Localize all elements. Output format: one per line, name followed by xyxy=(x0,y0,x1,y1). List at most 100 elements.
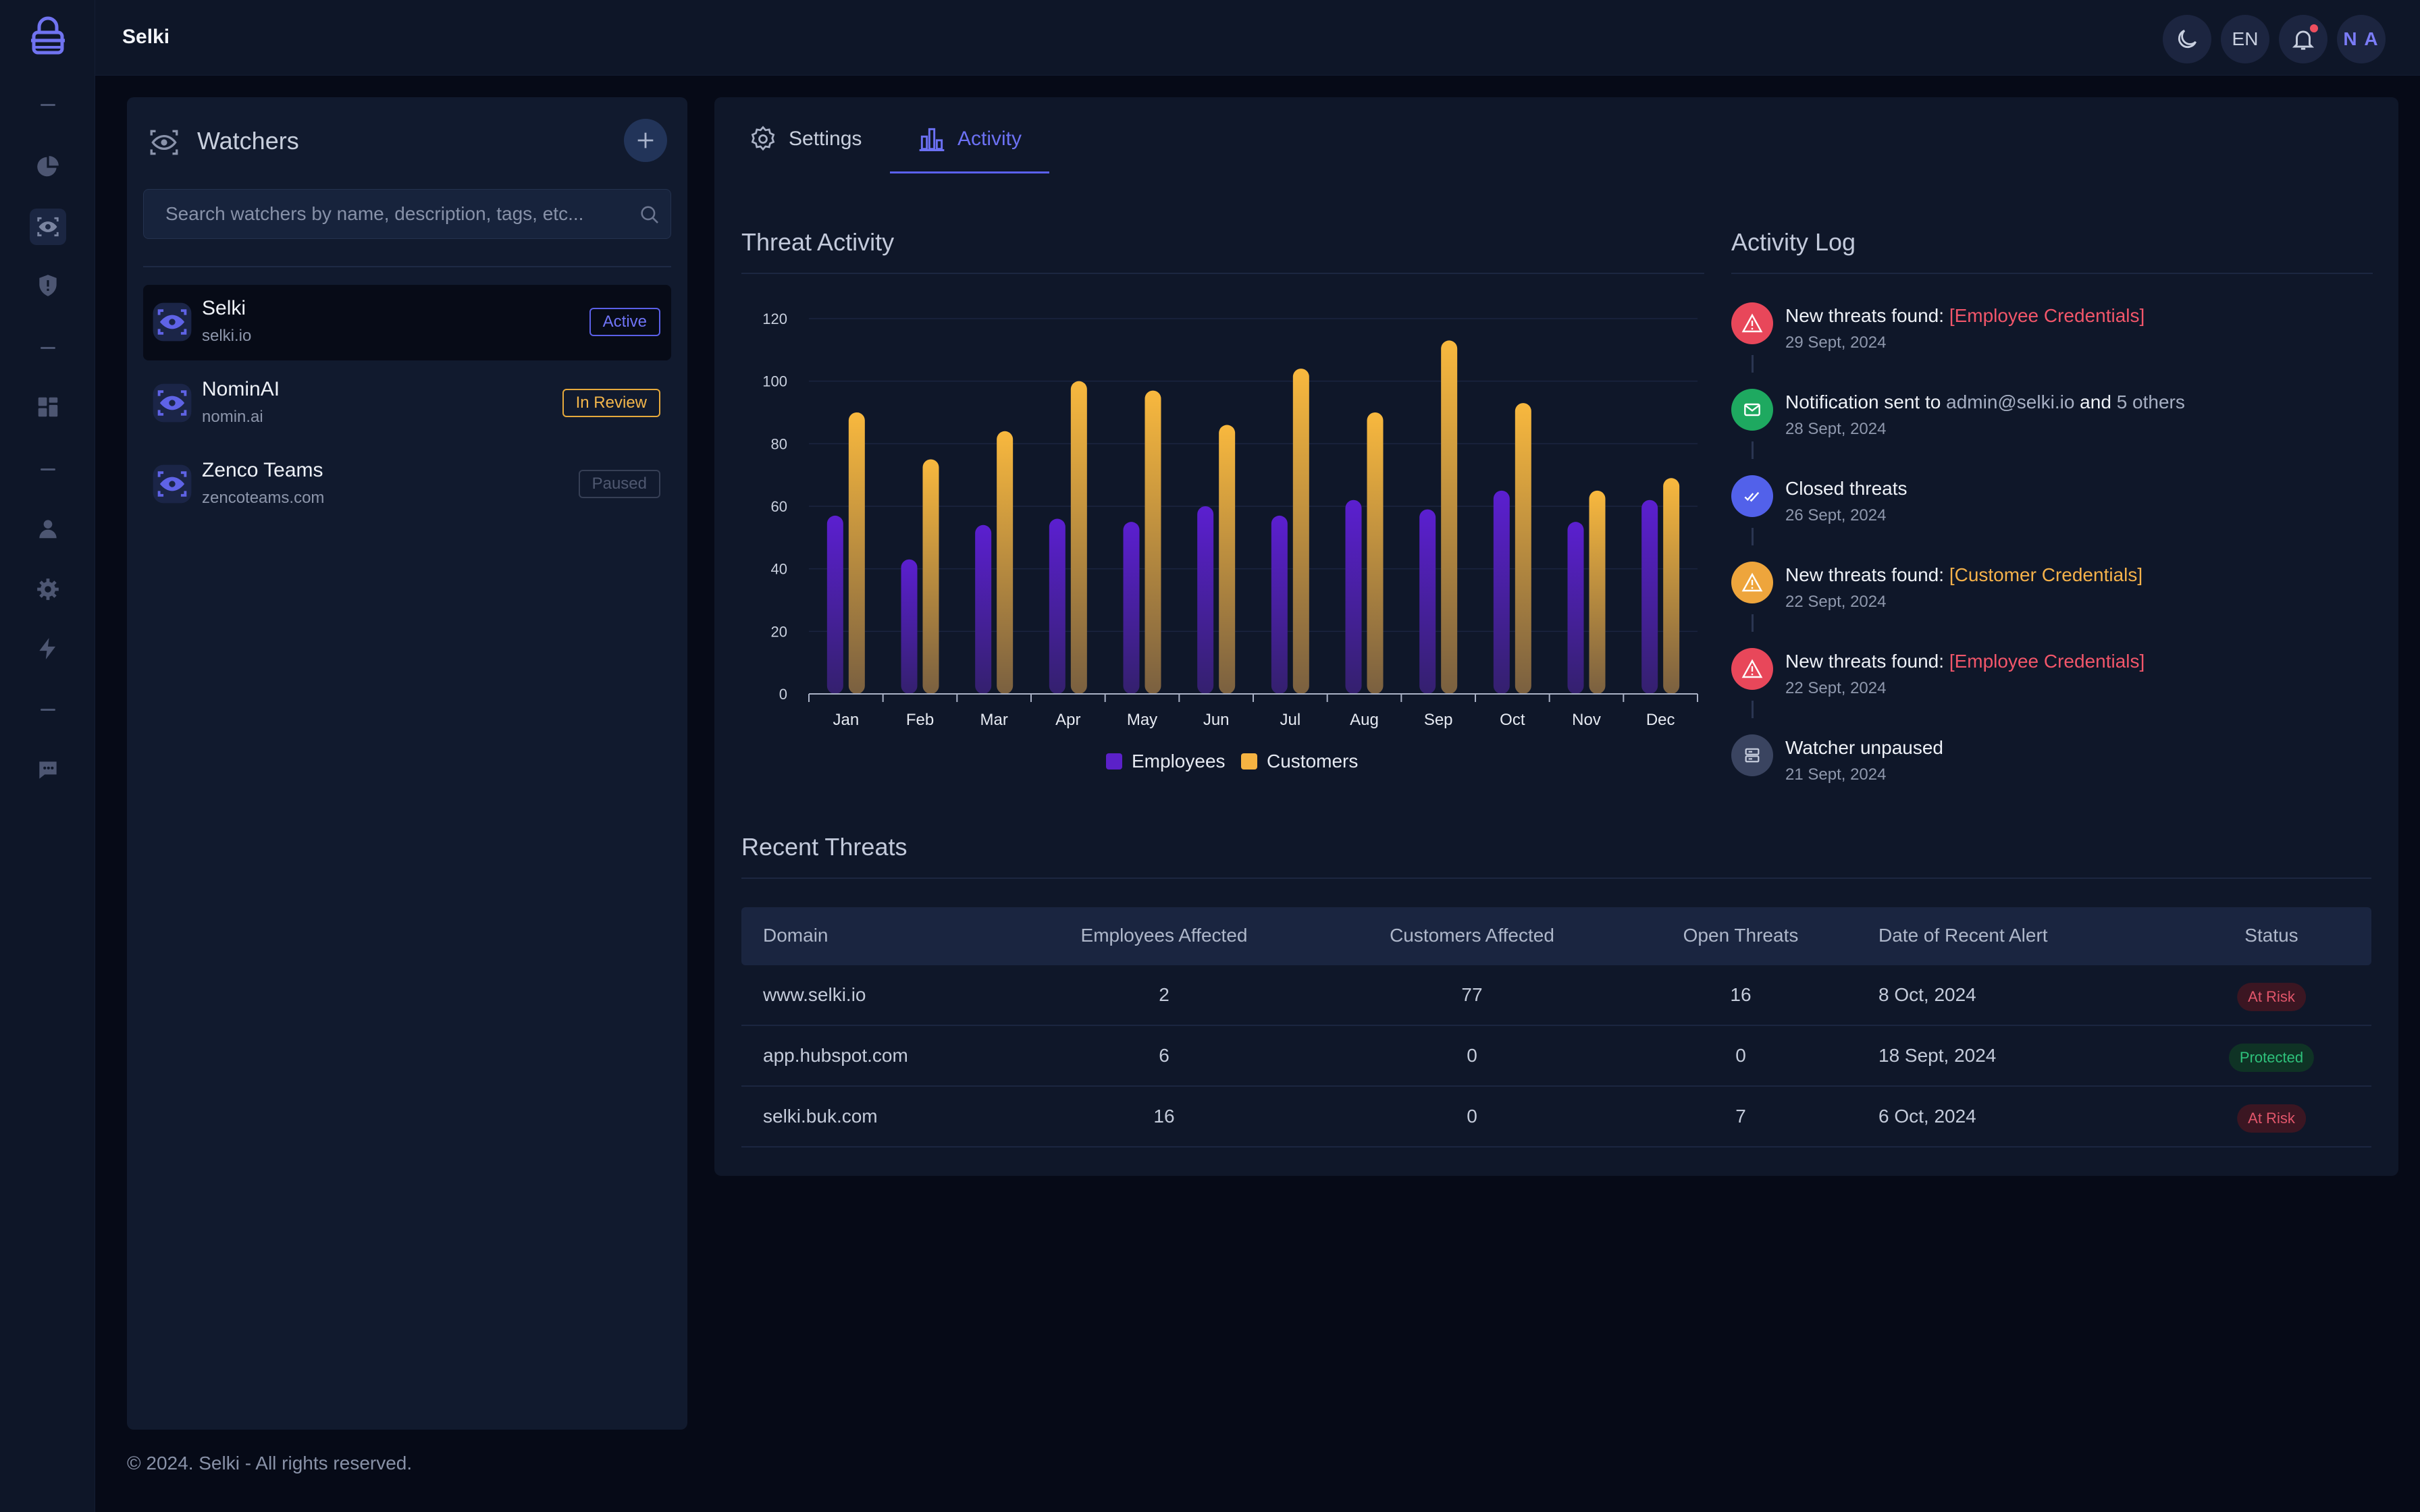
table-row[interactable]: selki.buk.com 16 0 7 6 Oct, 2024 At Risk xyxy=(741,1087,2371,1148)
search-input[interactable] xyxy=(144,190,616,238)
y-tick-label: 40 xyxy=(771,561,787,578)
moon-icon xyxy=(2178,30,2197,49)
rail-separator xyxy=(41,709,55,711)
log-text: Watcher unpaused xyxy=(1785,737,1943,758)
language-button[interactable]: EN xyxy=(2221,15,2269,63)
column-header: Date of Recent Alert xyxy=(1878,925,2048,946)
rail-watchers[interactable] xyxy=(30,209,66,245)
watcher-item-zenco-teams[interactable]: Zenco Teams zencoteams.com Paused xyxy=(143,447,671,522)
bar-employees-dec xyxy=(1641,500,1658,694)
legend-label: Employees xyxy=(1132,751,1226,772)
column-header: Open Threats xyxy=(1683,925,1799,946)
user-icon xyxy=(39,520,57,539)
log-text: New threats found: xyxy=(1785,564,1949,585)
log-text: New threats found: xyxy=(1785,651,1949,672)
bar-customers-jul xyxy=(1292,369,1309,694)
plus-icon xyxy=(637,132,654,148)
rail-support[interactable] xyxy=(30,752,66,788)
activity-log-item: New threats found: [Customer Credentials… xyxy=(1731,562,2379,616)
status-badge: At Risk xyxy=(2237,1104,2306,1133)
log-others-link[interactable]: 5 others xyxy=(2116,392,2185,412)
x-tick-label: Aug xyxy=(1350,711,1379,729)
rail-widgets[interactable] xyxy=(30,389,66,425)
tab-activity[interactable]: Activity xyxy=(917,124,1022,174)
bar-employees-nov xyxy=(1567,522,1584,694)
rail-dashboard[interactable] xyxy=(30,148,66,185)
cell-domain: www.selki.io xyxy=(763,984,866,1005)
rail-users[interactable] xyxy=(30,510,66,547)
cell-domain: app.hubspot.com xyxy=(763,1045,908,1066)
x-tick-label: Jan xyxy=(833,711,859,729)
log-date: 21 Sept, 2024 xyxy=(1785,765,1887,784)
table-row[interactable]: www.selki.io 2 77 16 8 Oct, 2024 At Risk xyxy=(741,965,2371,1026)
log-highlight: [Employee Credentials] xyxy=(1949,305,2145,326)
log-email-link[interactable]: admin@selki.io xyxy=(1946,392,2075,412)
timeline-connector xyxy=(1752,441,1754,459)
cell-customers: 0 xyxy=(1467,1045,1477,1066)
search-box xyxy=(143,189,671,239)
activity-log-item: Closed threats 26 Sept, 2024 xyxy=(1731,475,2379,529)
cell-date: 6 Oct, 2024 xyxy=(1878,1106,1976,1127)
bar-customers-jun xyxy=(1219,425,1236,694)
cell-date: 18 Sept, 2024 xyxy=(1878,1045,1997,1066)
cell-open-threats: 16 xyxy=(1730,984,1752,1005)
watcher-domain: nomin.ai xyxy=(202,408,263,426)
x-tick-label: Jul xyxy=(1280,711,1300,729)
bar-employees-apr xyxy=(1049,518,1066,694)
pie-chart-icon xyxy=(37,156,59,177)
bar-customers-oct xyxy=(1515,403,1531,694)
log-highlight: [Customer Credentials] xyxy=(1949,564,2143,585)
activity-log-item: New threats found: [Employee Credentials… xyxy=(1731,302,2379,356)
x-tick-label: Feb xyxy=(906,711,934,729)
x-tick-label: Apr xyxy=(1055,711,1080,729)
rail-separator xyxy=(41,468,55,470)
bar-customers-feb xyxy=(922,459,939,694)
watcher-item-selki[interactable]: Selki selki.io Active xyxy=(143,285,671,360)
watchers-title: Watchers xyxy=(197,127,299,155)
eye-icon xyxy=(153,383,192,423)
x-tick-label: Jun xyxy=(1203,711,1230,729)
rail-integrations[interactable] xyxy=(30,630,66,667)
cell-open-threats: 0 xyxy=(1735,1045,1746,1066)
bar-customers-sep xyxy=(1441,340,1458,694)
tab-label: Settings xyxy=(789,128,862,150)
watcher-domain: selki.io xyxy=(202,327,252,345)
recent-threats-title: Recent Threats xyxy=(741,833,908,861)
cell-employees: 6 xyxy=(1159,1045,1169,1066)
bar-customers-aug xyxy=(1367,412,1384,694)
tab-label: Activity xyxy=(957,128,1022,150)
x-tick-label: Mar xyxy=(980,711,1007,729)
x-tick-label: Nov xyxy=(1572,711,1601,729)
notifications-button[interactable] xyxy=(2279,15,2327,63)
x-tick-label: Sep xyxy=(1424,711,1453,729)
search-icon[interactable] xyxy=(638,203,661,226)
app-logo-icon[interactable] xyxy=(26,14,70,61)
grid-icon xyxy=(38,397,58,417)
shield-icon xyxy=(39,275,57,296)
y-tick-label: 0 xyxy=(779,686,787,703)
y-tick-label: 20 xyxy=(771,623,787,640)
user-avatar[interactable]: N A xyxy=(2337,15,2386,63)
eye-icon xyxy=(147,126,181,159)
threat-activity-title: Threat Activity xyxy=(741,228,895,256)
table-row[interactable]: app.hubspot.com 6 0 0 18 Sept, 2024 Prot… xyxy=(741,1026,2371,1087)
theme-toggle-button[interactable] xyxy=(2163,15,2211,63)
rail-security[interactable] xyxy=(30,267,66,304)
cell-date: 8 Oct, 2024 xyxy=(1878,984,1976,1005)
add-watcher-button[interactable] xyxy=(624,119,667,162)
tab-settings[interactable]: Settings xyxy=(748,124,862,174)
status-badge: In Review xyxy=(562,389,660,417)
alert-icon xyxy=(1731,302,1773,344)
watcher-name: Zenco Teams xyxy=(202,459,323,481)
cell-open-threats: 7 xyxy=(1735,1106,1746,1127)
legend-swatch xyxy=(1106,753,1122,770)
status-badge: At Risk xyxy=(2237,983,2306,1011)
warning-icon xyxy=(1731,562,1773,603)
watcher-item-nominai[interactable]: NominAI nomin.ai In Review xyxy=(143,366,671,441)
bar-customers-may xyxy=(1145,390,1161,694)
bar-customers-jan xyxy=(848,412,865,694)
bar-customers-apr xyxy=(1070,381,1087,694)
legend-swatch xyxy=(1241,753,1257,770)
log-date: 22 Sept, 2024 xyxy=(1785,593,1887,611)
rail-settings[interactable] xyxy=(30,571,66,608)
